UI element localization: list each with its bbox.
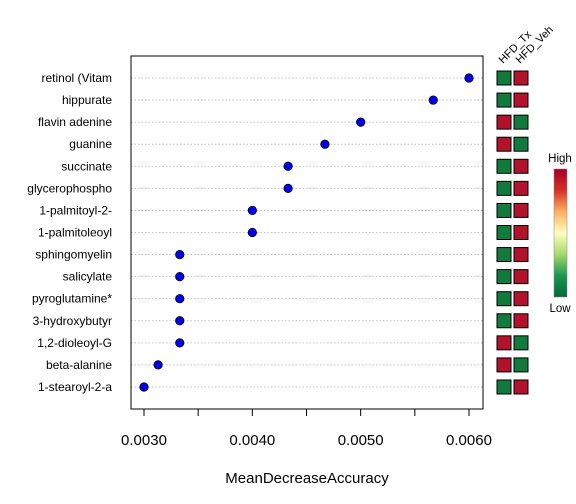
data-point (247, 227, 257, 238)
data-point (320, 139, 330, 149)
heatmap-cell (496, 92, 512, 108)
heatmap-cell (496, 357, 512, 373)
heatmap-cell (513, 114, 529, 130)
category-label: 1,2-dioleoyl-G (37, 336, 112, 350)
data-points (139, 73, 474, 392)
heatmap-cell (496, 114, 512, 130)
data-point (428, 95, 438, 105)
heatmap-cell (496, 291, 512, 307)
grid-lines (131, 77, 483, 388)
legend-low-label: Low (549, 303, 571, 315)
heatmap-cell (513, 224, 529, 240)
category-label: 1-palmitoleoyl (38, 225, 112, 239)
heatmap-cell (513, 247, 529, 263)
data-point (283, 161, 293, 171)
x-axis: 0.0030 0.0040 0.0050 0.0060 (121, 409, 492, 449)
heatmap-cell (513, 313, 529, 329)
category-label: succinate (61, 159, 112, 173)
data-point (175, 338, 185, 348)
heatmap-cell (496, 202, 512, 218)
heatmap-cell (513, 357, 529, 373)
heatmap-cell (496, 224, 512, 240)
data-point (175, 316, 185, 326)
data-point (175, 294, 185, 304)
heatmap-cell (496, 247, 512, 263)
category-label: glycerophospho (27, 181, 112, 195)
data-point (139, 382, 149, 392)
heatmap-cell (496, 70, 512, 86)
heatmap-cell (496, 313, 512, 329)
heatmap-cell (496, 180, 512, 196)
category-label: guanine (69, 137, 112, 151)
heatmap-cell (496, 335, 512, 351)
x-tick-label: 0.0060 (446, 432, 492, 449)
x-tick-label: 0.0040 (229, 432, 275, 449)
category-label: 1-stearoyl-2-a (38, 380, 112, 394)
heatmap (496, 70, 529, 395)
data-point (356, 117, 366, 127)
heatmap-cell (513, 202, 529, 218)
heatmap-cell (513, 70, 529, 86)
heatmap-cell (513, 136, 529, 152)
heatmap-cell (513, 180, 529, 196)
x-tick-label: 0.0050 (338, 432, 384, 449)
category-label: 3-hydroxybutyr (33, 314, 112, 328)
category-label: hippurate (62, 93, 112, 107)
category-label: beta-alanine (46, 358, 112, 372)
category-label: sphingomyelin (35, 248, 112, 262)
data-point (153, 360, 163, 370)
heatmap-cell (496, 158, 512, 174)
category-label: pyroglutamine* (32, 292, 112, 306)
data-point (175, 272, 185, 282)
data-point (283, 183, 293, 193)
x-tick-label: 0.0030 (121, 432, 167, 449)
heatmap-cell (513, 335, 529, 351)
color-legend: High Low (548, 153, 572, 315)
data-point (175, 249, 185, 260)
legend-high-label: High (548, 153, 572, 165)
heatmap-cell (513, 269, 529, 285)
heatmap-cell (513, 291, 529, 307)
heatmap-cell (496, 136, 512, 152)
category-labels: retinol (Vitam hippurate flavin adenine gua… (27, 71, 112, 394)
category-label: salicylate (63, 270, 113, 284)
heatmap-cell (496, 269, 512, 285)
category-label: flavin adenine (38, 115, 112, 129)
legend-gradient-bar (553, 168, 568, 298)
category-label: retinol (Vitam (42, 71, 112, 85)
heatmap-cell (513, 158, 529, 174)
category-label: 1-palmitoyl-2- (39, 203, 112, 217)
data-point (464, 73, 474, 83)
heatmap-cell (513, 379, 529, 395)
data-point (247, 205, 257, 216)
x-axis-title: MeanDecreaseAccuracy (225, 470, 389, 487)
heatmap-cell (513, 92, 529, 108)
heatmap-cell (496, 379, 512, 395)
